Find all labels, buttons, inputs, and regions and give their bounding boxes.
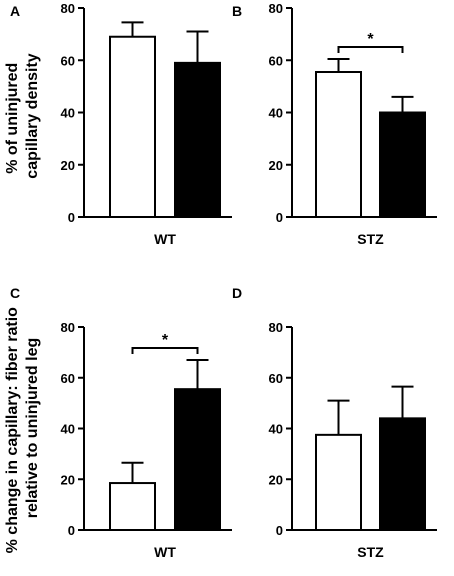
- y-tick-label: 20: [61, 158, 75, 173]
- x-axis-label: WT: [154, 231, 176, 247]
- y-tick-label: 80: [61, 1, 75, 16]
- bar-open: [315, 71, 362, 218]
- bar-open: [109, 35, 156, 218]
- y-tick-label: 0: [68, 210, 75, 225]
- y-axis-label-bottom: % change in capillary: fiber ratio relat…: [4, 303, 41, 554]
- panel-letter: B: [232, 3, 242, 19]
- panel-letter: C: [10, 285, 20, 301]
- bar-open: [109, 482, 156, 531]
- panel-c: C 0 20 40 60 80 * WT: [10, 285, 232, 560]
- y-tick-label: 60: [61, 371, 75, 386]
- x-axis-label: STZ: [357, 231, 384, 247]
- y-tick-label: 40: [61, 422, 75, 437]
- panel-letter: D: [232, 285, 242, 301]
- significance-bracket: [337, 45, 404, 53]
- y-tick-label: 80: [269, 320, 283, 335]
- y-tick-label: 20: [269, 158, 283, 173]
- y-tick-label: 20: [61, 472, 75, 487]
- y-tick-label: 40: [61, 106, 75, 121]
- significance-bracket: [131, 346, 199, 354]
- y-tick-label: 40: [269, 422, 283, 437]
- y-tick-label: 0: [68, 523, 75, 538]
- y-tick-label: 80: [269, 1, 283, 16]
- y-tick-label: 20: [269, 472, 283, 487]
- x-axis-label: WT: [154, 544, 176, 560]
- panel-letter: A: [10, 3, 20, 19]
- y-axis-label-top: % of uninjured capillary density: [4, 53, 41, 178]
- y-tick-label: 0: [276, 210, 283, 225]
- y-tick-label: 0: [276, 523, 283, 538]
- y-tick-label: 80: [61, 320, 75, 335]
- y-tick-label: 60: [269, 371, 283, 386]
- y-tick-label: 60: [269, 53, 283, 68]
- panel-d: D 0 20 40 60 80 STZ: [232, 285, 437, 560]
- significance-marker: *: [367, 31, 374, 48]
- bar-open: [315, 433, 362, 531]
- bar-filled: [379, 111, 426, 218]
- significance-marker: *: [162, 332, 169, 349]
- y-tick-label: 60: [61, 53, 75, 68]
- panel-a: A 0 20 40 60 80 WT: [10, 1, 232, 247]
- bar-filled: [174, 61, 221, 218]
- bar-filled: [174, 388, 221, 532]
- panel-b: B 0 20 40 60 80 * STZ: [232, 1, 437, 247]
- bar-filled: [379, 417, 426, 532]
- x-axis-label: STZ: [357, 544, 384, 560]
- y-tick-label: 40: [269, 106, 283, 121]
